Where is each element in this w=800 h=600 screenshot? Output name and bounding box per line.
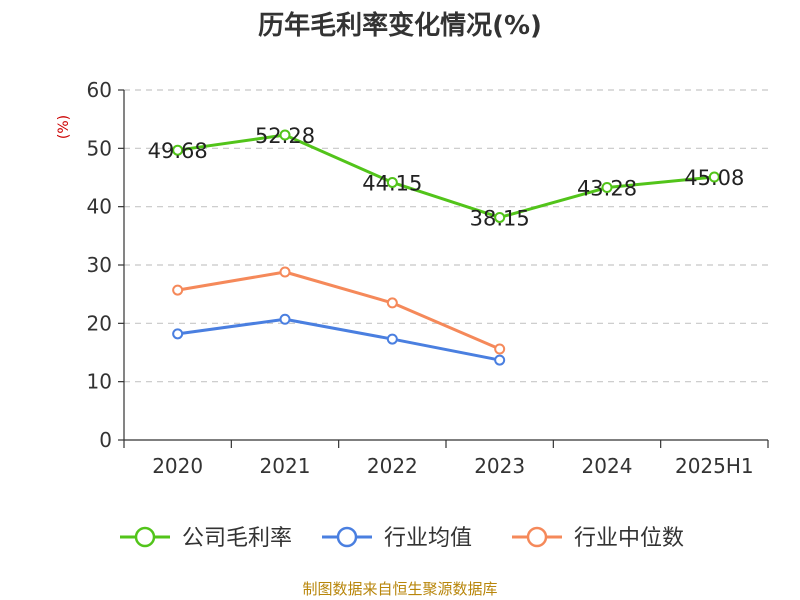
y-tick-label: 50	[87, 136, 112, 160]
data-point	[279, 129, 291, 141]
y-tick-label: 40	[87, 195, 112, 219]
source-note: 制图数据来自恒生聚源数据库	[302, 580, 497, 598]
x-tick-label: 2025H1	[675, 454, 754, 478]
data-point	[172, 284, 184, 296]
data-point	[494, 211, 506, 223]
data-point	[172, 144, 184, 156]
data-point	[708, 171, 720, 183]
legend-marker	[526, 526, 548, 548]
x-tick-label: 2022	[367, 454, 418, 478]
y-tick-label: 0	[99, 428, 112, 452]
data-label: 38.15	[470, 206, 530, 230]
series-line-1	[177, 133, 715, 219]
data-label: 44.15	[362, 171, 422, 195]
legend-marker	[134, 526, 156, 548]
data-point	[279, 313, 291, 325]
x-tick-label: 2024	[582, 454, 633, 478]
y-axis-ticks: 0 10 20 30 40 50 60	[87, 78, 124, 452]
y-tick-label: 10	[87, 370, 112, 394]
series-line-3	[177, 270, 501, 351]
data-labels: 49.68 52.28 44.15 38.15 43.28 45.08	[148, 124, 745, 230]
data-point	[386, 297, 398, 309]
series-line-2	[177, 317, 500, 362]
data-label: 52.28	[255, 124, 315, 148]
y-tick-label: 60	[87, 78, 112, 102]
legend-label: 行业中位数	[574, 526, 684, 551]
data-label: 43.28	[577, 177, 637, 201]
data-point	[172, 328, 184, 340]
data-point	[386, 176, 398, 188]
legend: 公司毛利率 行业均值 行业中位数	[120, 526, 684, 551]
x-tick-label: 2021	[260, 454, 311, 478]
legend-marker	[336, 526, 358, 548]
legend-label: 行业均值	[384, 526, 472, 551]
series-group	[172, 129, 720, 366]
data-point	[279, 266, 291, 278]
x-tick-label: 2020	[152, 454, 203, 478]
data-point	[494, 354, 506, 366]
data-point	[386, 333, 398, 345]
y-tick-label: 20	[87, 311, 112, 335]
legend-label: 公司毛利率	[182, 526, 292, 551]
data-point	[494, 343, 506, 355]
x-tick-label: 2023	[474, 454, 525, 478]
y-axis-unit: (%)	[56, 115, 72, 139]
data-label: 49.68	[148, 139, 208, 163]
y-tick-label: 30	[87, 253, 112, 277]
x-axis-ticks: 2020 2021 2022 2023 2024 2025H1	[123, 440, 769, 478]
grid-lines	[124, 89, 768, 383]
data-label: 45.08	[684, 166, 744, 190]
data-point	[601, 182, 613, 194]
chart-title: 历年毛利率变化情况(%)	[258, 10, 542, 41]
